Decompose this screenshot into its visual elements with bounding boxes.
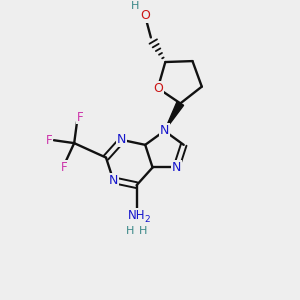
Text: N: N: [117, 134, 127, 146]
Polygon shape: [164, 101, 184, 131]
Text: N: N: [109, 174, 118, 187]
Text: H: H: [126, 226, 134, 236]
Text: F: F: [61, 161, 68, 174]
Text: H: H: [131, 1, 139, 10]
Text: F: F: [45, 134, 52, 147]
Text: NH: NH: [128, 209, 146, 222]
Text: N: N: [172, 161, 181, 174]
Text: F: F: [77, 111, 83, 124]
Text: N: N: [160, 124, 169, 137]
Text: O: O: [153, 82, 163, 95]
Text: 2: 2: [145, 214, 150, 224]
Text: H: H: [139, 226, 147, 236]
Text: O: O: [140, 9, 150, 22]
